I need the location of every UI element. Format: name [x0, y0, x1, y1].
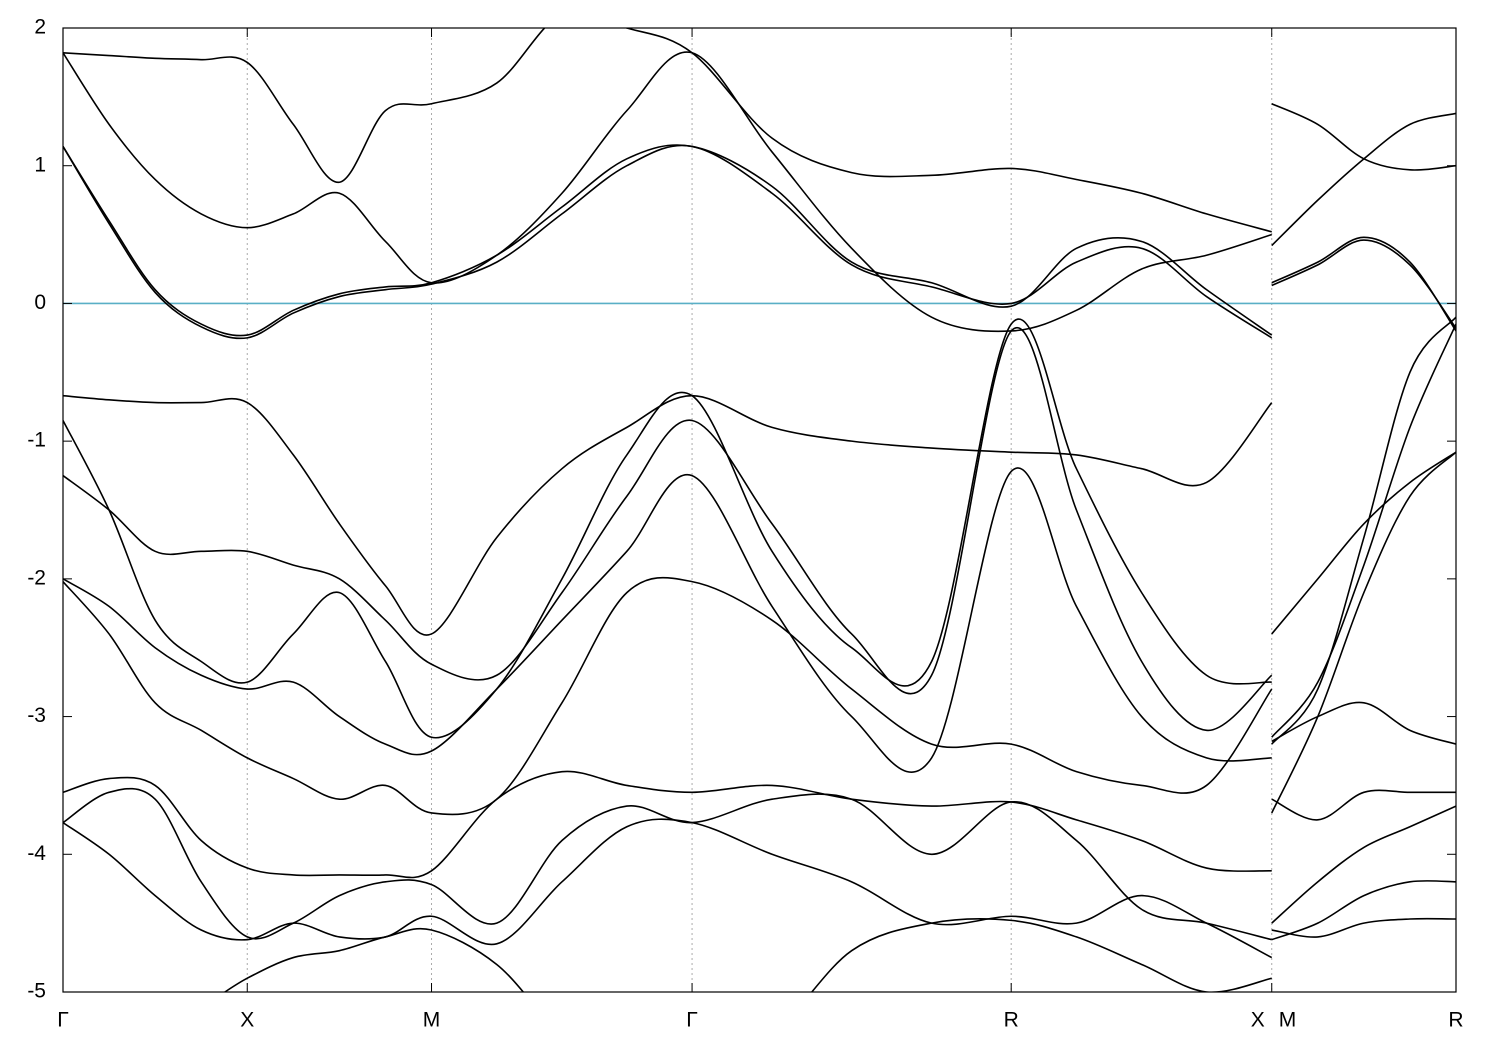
band-line	[63, 818, 1456, 959]
grid	[246, 28, 1273, 992]
x-tick-label: Γ	[686, 1009, 698, 1032]
band-line	[63, 451, 1456, 814]
y-tick-label: -3	[27, 704, 46, 727]
x-tick-label: X	[1251, 1009, 1265, 1032]
plot-frame	[62, 27, 1457, 993]
y-tick-label: -2	[27, 566, 46, 589]
band-line	[223, 917, 1456, 992]
band-line	[63, 28, 1456, 247]
axes: 210-1-2-3-4-5Γ X M Γ R X M R	[27, 16, 1463, 1032]
x-tick-label: R	[1004, 1009, 1019, 1032]
y-tick-label: -5	[27, 980, 46, 1003]
y-tick-label: 0	[34, 291, 46, 314]
band-line	[63, 787, 1456, 941]
band-line	[63, 144, 1456, 337]
band-line	[63, 318, 1456, 739]
x-tick-label: M	[423, 1009, 441, 1032]
x-tick-label: X	[240, 1009, 254, 1032]
y-tick-label: -4	[27, 842, 46, 865]
band-line	[63, 576, 1456, 816]
band-line	[63, 770, 1456, 879]
x-tick-label: M	[1279, 1009, 1297, 1032]
y-tick-label: 2	[34, 16, 46, 39]
y-tick-label: -1	[27, 429, 46, 452]
band-line	[63, 51, 1456, 333]
band-line	[63, 394, 1456, 636]
band-line	[63, 144, 1456, 340]
bands	[63, 28, 1456, 992]
x-tick-label: R	[1448, 1009, 1463, 1032]
y-tick-label: 1	[34, 153, 46, 176]
x-tick-label: Γ	[57, 1009, 69, 1032]
band-line	[63, 316, 1456, 745]
